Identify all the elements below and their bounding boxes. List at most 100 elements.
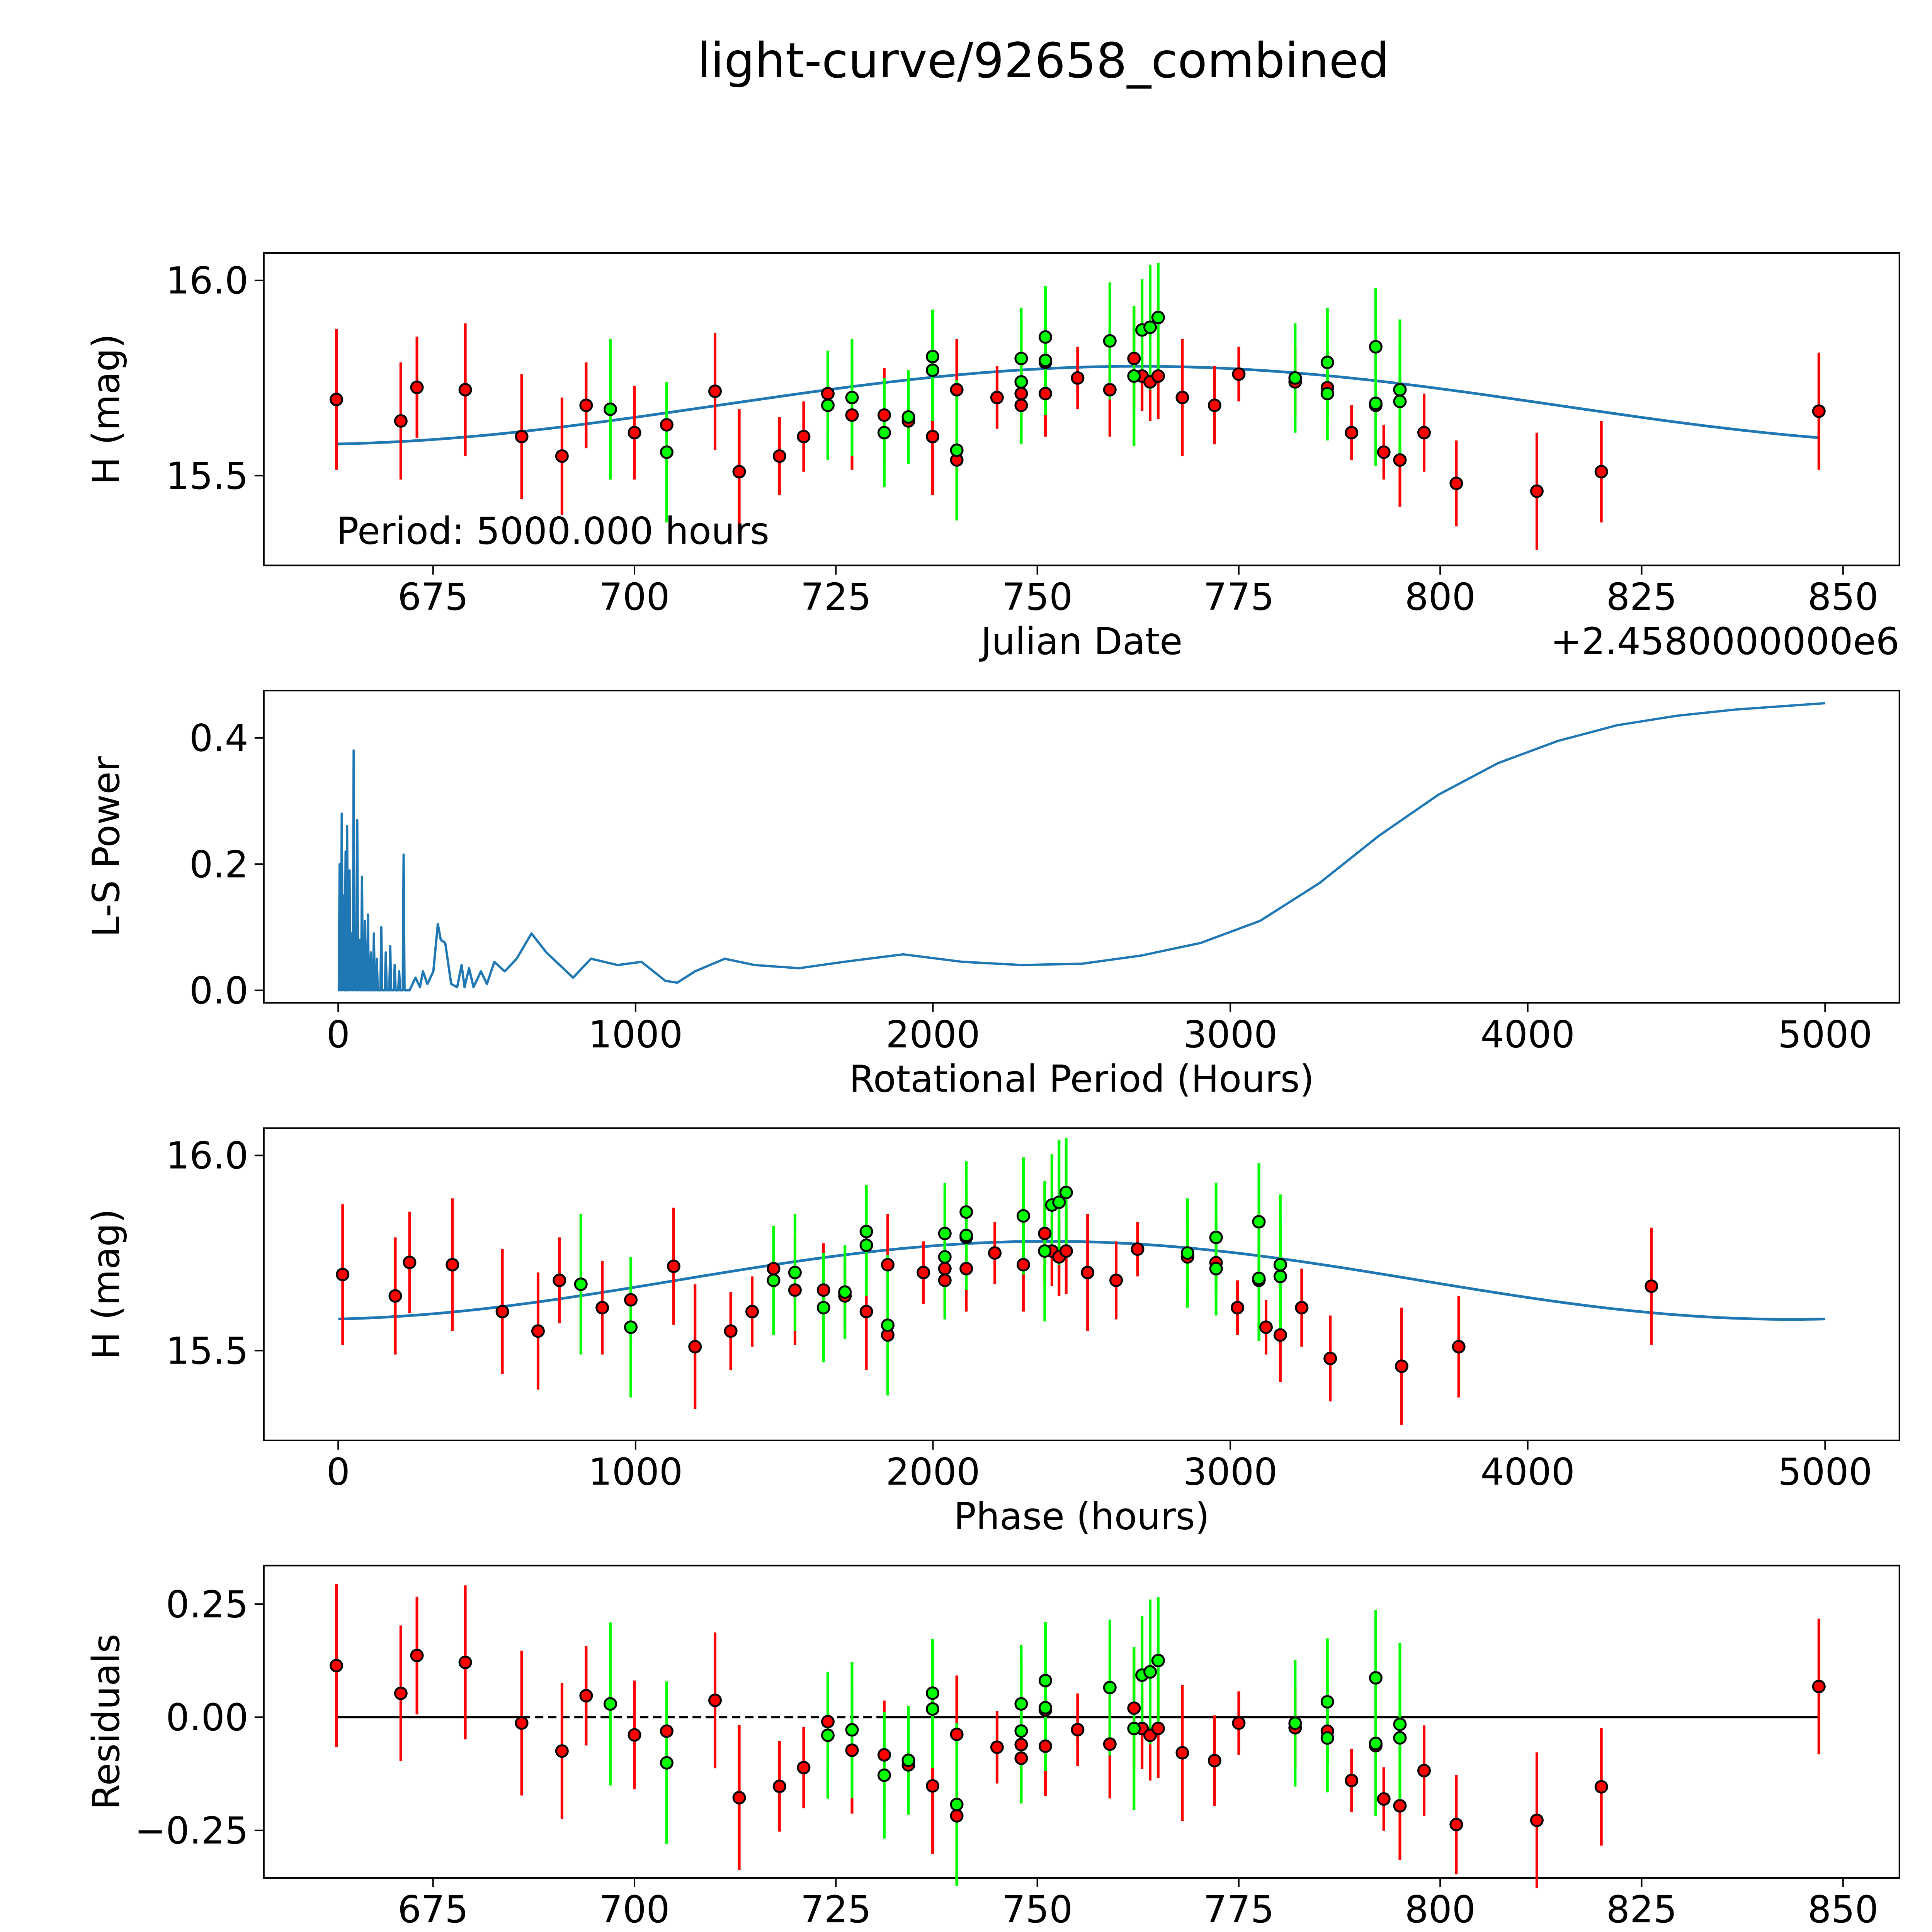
data-point bbox=[1594, 465, 1608, 479]
data-point bbox=[732, 465, 746, 479]
data-point bbox=[926, 430, 940, 444]
x-tick-label: 700 bbox=[599, 1888, 670, 1931]
data-point bbox=[667, 1259, 680, 1273]
data-point bbox=[1393, 395, 1407, 408]
data-point bbox=[1014, 1724, 1028, 1738]
x-tick-label: 4000 bbox=[1481, 1451, 1575, 1494]
data-point bbox=[881, 1318, 895, 1332]
data-point bbox=[745, 1304, 759, 1318]
data-point bbox=[330, 1659, 344, 1673]
data-point bbox=[555, 449, 569, 463]
data-point bbox=[845, 1723, 859, 1737]
data-point bbox=[1151, 369, 1165, 383]
periodogram-panel: 0 1000 2000 3000 4000 5000 0.0 0.2 0.4 Rotational… bbox=[85, 690, 1900, 1100]
data-point bbox=[1127, 369, 1141, 383]
x-tick-label: 3000 bbox=[1183, 1451, 1277, 1494]
y-tick-label: 0.4 bbox=[189, 717, 248, 760]
data-point bbox=[1345, 426, 1359, 440]
ls-power-curve bbox=[337, 702, 1825, 992]
data-point bbox=[579, 398, 593, 412]
phase-panel: 0 1000 2000 3000 4000 5000 15.5 16.0 Phase (hour… bbox=[85, 1127, 1900, 1538]
data-point bbox=[788, 1265, 802, 1279]
data-point bbox=[660, 418, 673, 432]
y-tick-label: 16.0 bbox=[166, 259, 248, 303]
data-point bbox=[821, 1728, 835, 1742]
data-point bbox=[959, 1228, 973, 1242]
residuals-panel: 675700725750775800825850−0.250.000.25Jul… bbox=[85, 1565, 1900, 1931]
data-point bbox=[628, 426, 641, 440]
x-tick-label: 5000 bbox=[1778, 1013, 1872, 1056]
data-point bbox=[1103, 383, 1117, 397]
data-point bbox=[553, 1274, 566, 1287]
data-point bbox=[877, 1768, 891, 1782]
data-point bbox=[595, 1301, 609, 1315]
data-point bbox=[1273, 1258, 1287, 1272]
data-point bbox=[1059, 1244, 1073, 1258]
data-point bbox=[938, 1262, 952, 1276]
x-axis-label: Julian Date bbox=[979, 620, 1182, 663]
plot-frame bbox=[263, 252, 1900, 566]
data-point bbox=[1014, 398, 1028, 412]
data-point bbox=[708, 1694, 722, 1708]
x-tick-label: 1000 bbox=[588, 1013, 683, 1056]
data-point bbox=[926, 1686, 940, 1700]
data-point bbox=[628, 1728, 641, 1742]
data-point bbox=[772, 1779, 786, 1793]
data-point bbox=[1530, 484, 1544, 498]
data-point bbox=[959, 1262, 973, 1276]
data-point bbox=[1393, 1718, 1407, 1731]
x-tick-label: 675 bbox=[398, 1888, 468, 1931]
data-point bbox=[410, 1648, 424, 1662]
data-point bbox=[1594, 1780, 1608, 1794]
data-point bbox=[1180, 1246, 1194, 1260]
data-point bbox=[1143, 320, 1157, 334]
data-point bbox=[1320, 1731, 1334, 1745]
x-tick-label: 750 bbox=[1002, 575, 1073, 619]
data-point bbox=[1323, 1352, 1337, 1366]
data-point bbox=[531, 1324, 545, 1338]
x-tick-label: 850 bbox=[1808, 575, 1878, 619]
data-point bbox=[1232, 1716, 1246, 1730]
data-point bbox=[1071, 371, 1085, 385]
data-point bbox=[950, 1727, 964, 1741]
y-tick-label: 0.25 bbox=[166, 1583, 248, 1626]
data-point bbox=[938, 1274, 952, 1287]
data-point bbox=[1295, 1301, 1309, 1315]
data-point bbox=[1175, 1746, 1189, 1760]
data-point bbox=[1175, 391, 1189, 405]
data-point bbox=[1369, 1671, 1383, 1685]
y-axis-label: H (mag) bbox=[85, 334, 128, 485]
data-point bbox=[1038, 1739, 1052, 1753]
x-tick-label: 0 bbox=[327, 1451, 350, 1494]
data-point bbox=[410, 381, 424, 395]
data-point bbox=[1208, 1754, 1221, 1768]
x-tick-label: 800 bbox=[1405, 1888, 1476, 1931]
data-point bbox=[724, 1324, 738, 1338]
data-point bbox=[1109, 1274, 1123, 1287]
data-point bbox=[1127, 1701, 1141, 1715]
data-point bbox=[950, 383, 964, 397]
data-point bbox=[797, 1761, 811, 1775]
data-point bbox=[1252, 1271, 1266, 1285]
y-axis-label: L-S Power bbox=[85, 756, 128, 937]
data-point bbox=[495, 1304, 509, 1318]
data-point bbox=[926, 350, 940, 364]
data-point bbox=[877, 1748, 891, 1762]
y-tick-label: 16.0 bbox=[166, 1134, 248, 1177]
x-tick-label: 675 bbox=[398, 575, 468, 619]
data-point bbox=[330, 393, 344, 406]
data-point bbox=[1103, 334, 1117, 348]
data-point bbox=[555, 1744, 569, 1758]
data-point bbox=[845, 408, 859, 422]
data-point bbox=[881, 1258, 895, 1272]
data-point bbox=[959, 1205, 973, 1219]
data-point bbox=[1417, 426, 1431, 440]
data-point bbox=[1252, 1215, 1266, 1229]
y-tick-label: 0.2 bbox=[189, 843, 248, 886]
x-tick-label: 1000 bbox=[588, 1451, 683, 1494]
y-tick-label: 0.00 bbox=[166, 1696, 248, 1739]
x-tick-label: 750 bbox=[1002, 1888, 1073, 1931]
x-tick-label: 700 bbox=[599, 575, 670, 619]
data-point bbox=[446, 1258, 459, 1272]
x-tick-label: 725 bbox=[801, 575, 871, 619]
